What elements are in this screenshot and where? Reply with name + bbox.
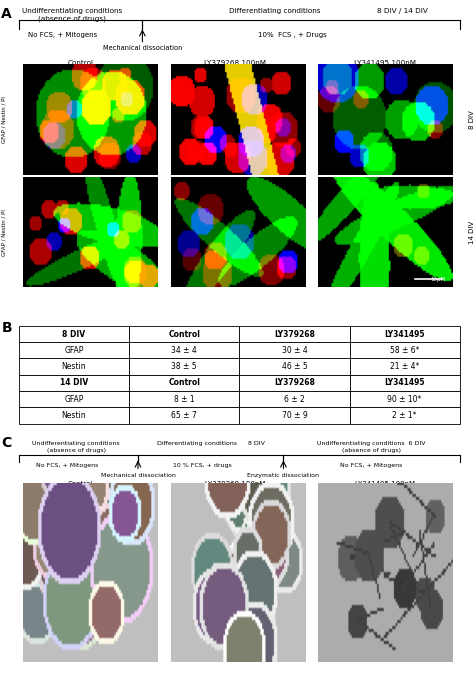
Text: LY341495: LY341495 (384, 330, 425, 338)
Text: Control: Control (168, 330, 200, 338)
Text: C: C (1, 436, 11, 450)
Bar (349, 342, 460, 358)
Text: Differentiating conditions: Differentiating conditions (229, 8, 320, 14)
Text: Nestin: Nestin (62, 411, 86, 420)
Text: 90 ± 10*: 90 ± 10* (387, 395, 422, 403)
Text: 14 DIV: 14 DIV (60, 378, 88, 387)
Bar (129, 391, 239, 408)
Text: GFAP: GFAP (64, 395, 84, 403)
Text: GFAP / Nestin / PI: GFAP / Nestin / PI (1, 209, 6, 256)
Bar (129, 342, 239, 358)
Text: 30 ± 4: 30 ± 4 (282, 346, 307, 355)
Text: Undifferentiating conditions
(absence of drugs): Undifferentiating conditions (absence of… (22, 8, 122, 22)
Bar (349, 391, 460, 408)
Bar (239, 408, 349, 424)
Text: 6 ± 2: 6 ± 2 (284, 395, 305, 403)
Text: Undifferentiating conditions
(absence of drugs): Undifferentiating conditions (absence of… (32, 441, 120, 453)
Text: Enzymatic dissociation: Enzymatic dissociation (247, 473, 319, 477)
Bar (19, 374, 129, 391)
Text: GFAP: GFAP (64, 346, 84, 355)
Bar (239, 358, 349, 374)
Text: Mechanical dissociation: Mechanical dissociation (103, 45, 182, 51)
Bar (239, 326, 349, 342)
Bar (349, 358, 460, 374)
Text: 8 DIV: 8 DIV (63, 330, 86, 338)
Text: 70 ± 9: 70 ± 9 (282, 411, 307, 420)
Text: Control: Control (68, 481, 93, 487)
Text: LY341495 100nM: LY341495 100nM (354, 60, 416, 66)
Text: 8 ± 1: 8 ± 1 (174, 395, 195, 403)
Bar (349, 326, 460, 342)
Text: GFAP / Nestin / PI: GFAP / Nestin / PI (1, 96, 6, 143)
Text: No FCS, + Mitogens: No FCS, + Mitogens (340, 463, 403, 468)
Text: Undifferentiating conditions  6 DIV
(absence of drugs): Undifferentiating conditions 6 DIV (abse… (318, 441, 426, 453)
Bar (19, 391, 129, 408)
Text: 21 ± 4*: 21 ± 4* (390, 362, 419, 371)
Text: 8 DIV: 8 DIV (469, 110, 474, 129)
Text: 10μM: 10μM (430, 277, 446, 282)
Text: LY341495 100nM: LY341495 100nM (355, 481, 415, 487)
Text: Control: Control (68, 60, 94, 66)
Bar (349, 408, 460, 424)
Text: LY379268 100nM: LY379268 100nM (204, 60, 266, 66)
Text: LY379268 100nM: LY379268 100nM (205, 481, 265, 487)
Bar (239, 374, 349, 391)
Text: Control: Control (168, 378, 200, 387)
Text: Mechanical dissociation: Mechanical dissociation (100, 473, 175, 477)
Text: 8 DIV / 14 DIV: 8 DIV / 14 DIV (377, 8, 428, 14)
Text: No FCS, + Mitogens: No FCS, + Mitogens (36, 463, 99, 468)
Text: Nestin: Nestin (62, 362, 86, 371)
Bar (129, 408, 239, 424)
Text: 10%  FCS , + Drugs: 10% FCS , + Drugs (258, 32, 327, 37)
Bar (349, 374, 460, 391)
Text: Differentiating conditions: Differentiating conditions (157, 441, 237, 446)
Bar (129, 358, 239, 374)
Bar (19, 408, 129, 424)
Bar (19, 326, 129, 342)
Text: LY379268: LY379268 (274, 330, 315, 338)
Text: 46 ± 5: 46 ± 5 (282, 362, 307, 371)
Text: LY379268: LY379268 (274, 378, 315, 387)
Bar (239, 342, 349, 358)
Text: 38 ± 5: 38 ± 5 (172, 362, 197, 371)
Bar (129, 326, 239, 342)
Text: 10 % FCS, + drugs: 10 % FCS, + drugs (173, 463, 231, 468)
Text: 2 ± 1*: 2 ± 1* (392, 411, 417, 420)
Text: 14 DIV: 14 DIV (469, 221, 474, 244)
Text: 58 ± 6*: 58 ± 6* (390, 346, 419, 355)
Bar (129, 374, 239, 391)
Text: 65 ± 7: 65 ± 7 (172, 411, 197, 420)
Text: A: A (1, 7, 12, 21)
Bar (19, 342, 129, 358)
Bar (239, 391, 349, 408)
Bar (19, 358, 129, 374)
Text: 8 DIV: 8 DIV (248, 441, 265, 446)
Text: LY341495: LY341495 (384, 378, 425, 387)
Text: No FCS, + Mitogens: No FCS, + Mitogens (28, 32, 98, 37)
Text: B: B (1, 321, 12, 335)
Text: 34 ± 4: 34 ± 4 (172, 346, 197, 355)
